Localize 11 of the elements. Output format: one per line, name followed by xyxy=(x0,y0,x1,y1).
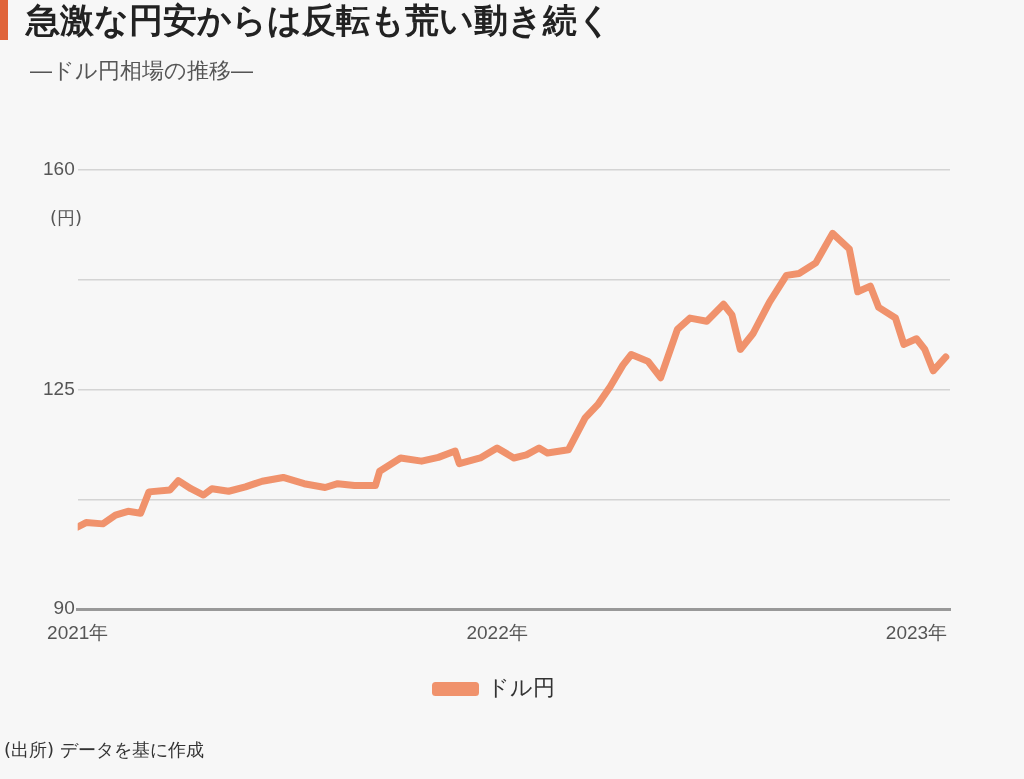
y-tick-label: 125 xyxy=(43,377,75,399)
x-tick-label: 2021年 xyxy=(47,621,109,643)
y-tick-label: 160 xyxy=(43,158,75,180)
y-tick-label: 90 xyxy=(53,597,75,619)
text: (出所) データを基に作成 xyxy=(4,738,204,762)
chart-title: 急激な円安からは反転も荒い動き続く xyxy=(0,0,612,40)
x-tick-label: 2023年 xyxy=(885,621,948,643)
legend-label: ドル円 xyxy=(486,674,555,700)
x-tick-label: 2022年 xyxy=(466,621,528,643)
chart-subtitle: ―ドル円相場の推移― xyxy=(30,57,253,85)
y-axis-title: (円) xyxy=(50,206,83,230)
